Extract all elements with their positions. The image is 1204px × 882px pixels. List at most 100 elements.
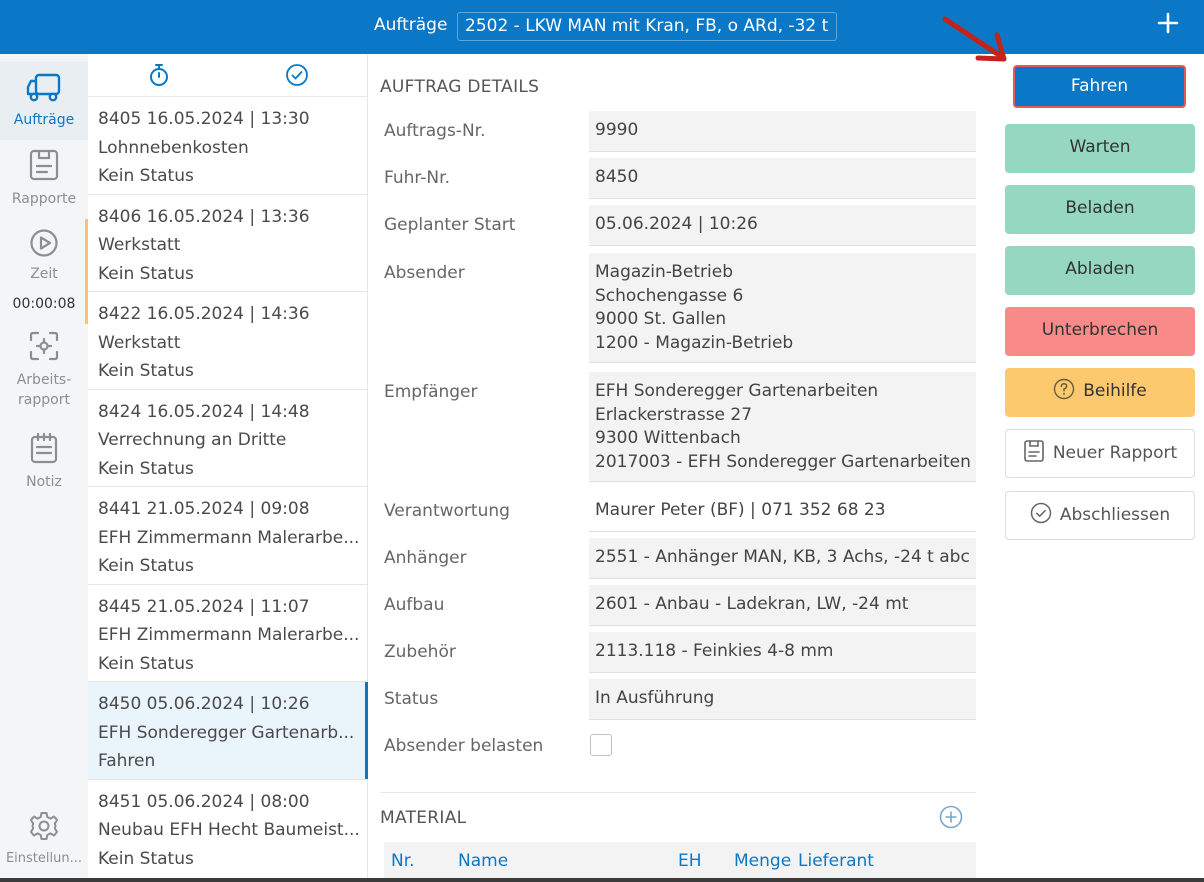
fahren-button[interactable]: Fahren — [1013, 65, 1186, 108]
unterbrechen-button[interactable]: Unterbrechen — [1005, 307, 1195, 356]
list-item-title: Neubau EFH Hecht Baumeist... — [98, 820, 360, 840]
field-value[interactable]: 8450 — [589, 158, 976, 199]
sidebar-item-label: Rapporte — [11, 191, 77, 207]
list-item-status: Kein Status — [98, 361, 194, 381]
list-item-status: Kein Status — [98, 458, 194, 479]
field-label: Fuhr-Nr. — [384, 168, 450, 188]
field-value[interactable]: 2113.118 - Feinkies 4-8 mm — [589, 632, 976, 673]
top-bar: Aufträge 2502 - LKW MAN mit Kran, FB, o … — [0, 0, 1204, 54]
field-label: Verantwortung — [384, 501, 510, 521]
stopwatch-icon[interactable] — [148, 63, 170, 87]
field-verantwortung: Verantwortung Maurer Peter (BF) | 071 35… — [368, 491, 976, 532]
field-status: Status In Ausführung — [368, 679, 976, 720]
sidebar-item-notiz[interactable]: Notiz — [0, 432, 88, 496]
list-item[interactable]: 8441 21.05.2024 | 09:08 EFH Zimmermann M… — [88, 487, 367, 585]
plus-icon[interactable] — [1155, 9, 1181, 41]
timer-value: 00:00:08 — [12, 296, 76, 312]
list-item-status: Kein Status — [98, 556, 194, 576]
sidebar: Aufträge Rapporte Zeit 00:00:08 Arbeits-… — [0, 54, 88, 882]
list-item[interactable]: 8451 05.06.2024 | 08:00 Neubau EFH Hecht… — [88, 780, 367, 878]
abladen-button[interactable]: Abladen — [1005, 246, 1195, 295]
field-value[interactable]: 9990 — [589, 111, 976, 152]
beihilfe-button[interactable]: Beihilfe — [1005, 368, 1195, 417]
list-item-header: 8422 16.05.2024 | 14:36 — [98, 304, 310, 324]
list-item-header: 8445 21.05.2024 | 11:07 — [98, 596, 310, 617]
column-header: Lieferant — [798, 851, 874, 871]
check-circle-icon — [1030, 502, 1052, 524]
address-line: 9300 Wittenbach — [595, 428, 741, 449]
field-value[interactable]: In Ausführung — [589, 679, 976, 720]
list-item[interactable]: 8424 16.05.2024 | 14:48 Verrechnung an D… — [88, 390, 367, 487]
page-title: Aufträge — [374, 15, 448, 35]
field-zubehoer: Zubehör 2113.118 - Feinkies 4-8 mm — [368, 632, 976, 673]
scan-icon — [29, 331, 59, 361]
address-line: 9000 St. Gallen — [595, 309, 727, 330]
column-header: Name — [458, 851, 509, 871]
list-item[interactable]: 8445 21.05.2024 | 11:07 EFH Zimmermann M… — [88, 585, 367, 682]
order-details: AUFTRAG DETAILS Auftrags-Nr. 9990 Fuhr-N… — [368, 54, 996, 878]
list-item-title: EFH Sonderegger Gartenarb... — [98, 722, 355, 743]
order-list: 8405 16.05.2024 | 13:30 Lohnnebenkosten … — [85, 54, 368, 878]
truck-icon — [26, 73, 61, 102]
address-line: Erlackerstrasse 27 — [595, 404, 753, 425]
field-label: Auftrags-Nr. — [384, 121, 486, 141]
absender-belasten-checkbox[interactable] — [590, 734, 612, 756]
vehicle-selector[interactable]: 2502 - LKW MAN mit Kran, FB, o ARd, -32 … — [457, 12, 837, 41]
annotation-arrow-icon — [942, 16, 1007, 62]
abschliessen-button[interactable]: Abschliessen — [1005, 491, 1195, 540]
sidebar-item-rapporte[interactable]: Rapporte — [0, 149, 88, 219]
field-label: Absender belasten — [384, 736, 544, 756]
list-item-title: Verrechnung an Dritte — [98, 430, 287, 450]
list-item[interactable]: 8422 16.05.2024 | 14:36 Werkstatt Kein S… — [88, 292, 367, 390]
sidebar-item-zeit[interactable]: Zeit — [0, 228, 88, 288]
address-line: 1200 - Magazin-Betrieb — [595, 333, 794, 354]
list-item-title: Lohnnebenkosten — [98, 137, 249, 158]
list-item[interactable]: 8405 16.05.2024 | 13:30 Lohnnebenkosten … — [88, 97, 367, 195]
sidebar-item-auftraege[interactable]: Aufträge — [0, 62, 88, 140]
check-circle-icon[interactable] — [285, 63, 309, 87]
sidebar-item-label: Arbeits- rapport — [16, 372, 72, 408]
sidebar-item-label: Aufträge — [13, 112, 75, 128]
list-item-header: 8450 05.06.2024 | 10:26 — [98, 694, 310, 714]
neuer-rapport-button[interactable]: Neuer Rapport — [1005, 429, 1195, 478]
field-absender: Absender Magazin-Betrieb Schochengasse 6… — [368, 253, 976, 363]
field-value[interactable]: 2551 - Anhänger MAN, KB, 3 Achs, -24 t a… — [589, 538, 976, 579]
sidebar-item-einstellungen[interactable]: Einstellun... — [0, 810, 88, 874]
warten-button[interactable]: Warten — [1005, 124, 1195, 173]
field-value[interactable]: 2601 - Anbau - Ladekran, LW, -24 mt — [589, 585, 976, 626]
list-item-title: Werkstatt — [98, 332, 181, 353]
column-header: EH — [678, 851, 702, 871]
field-value[interactable]: Maurer Peter (BF) | 071 352 68 23 — [589, 491, 976, 532]
divider — [380, 792, 976, 793]
column-header: Menge — [734, 851, 792, 871]
address-line: Magazin-Betrieb — [595, 262, 733, 282]
list-item[interactable]: 8406 16.05.2024 | 13:36 Werkstatt Kein S… — [85, 195, 367, 323]
field-anhaenger: Anhänger 2551 - Anhänger MAN, KB, 3 Achs… — [368, 538, 976, 579]
field-label: Zubehör — [384, 642, 456, 662]
list-item-status: Kein Status — [98, 653, 194, 674]
field-value[interactable]: 05.06.2024 | 10:26 — [589, 205, 976, 246]
sidebar-item-label: Zeit — [30, 266, 58, 282]
list-item-status: Fahren — [98, 751, 156, 771]
list-item-selected[interactable]: 8450 05.06.2024 | 10:26 EFH Sonderegger … — [88, 682, 368, 780]
list-item-status: Kein Status — [98, 263, 194, 284]
field-label: Status — [384, 689, 439, 709]
field-value[interactable]: Magazin-Betrieb Schochengasse 6 9000 St.… — [589, 253, 976, 363]
gear-icon — [30, 812, 58, 840]
button-label: Beihilfe — [1083, 381, 1147, 401]
report-icon — [29, 149, 59, 181]
material-section-title: MATERIAL — [380, 808, 467, 828]
list-item-header: 8441 21.05.2024 | 09:08 — [98, 499, 310, 519]
help-icon — [1054, 378, 1075, 400]
notepad-icon — [30, 432, 58, 464]
add-material-icon[interactable] — [939, 805, 963, 829]
field-absender-belasten: Absender belasten — [368, 729, 976, 763]
field-label: Anhänger — [384, 548, 467, 568]
beladen-button[interactable]: Beladen — [1005, 185, 1195, 234]
field-value[interactable]: EFH Sonderegger Gartenarbeiten Erlackers… — [589, 372, 976, 482]
field-empfaenger: Empfänger EFH Sonderegger Gartenarbeiten… — [368, 372, 976, 482]
button-label: Abschliessen — [1059, 505, 1171, 525]
address-line: EFH Sonderegger Gartenarbeiten — [595, 381, 879, 401]
sidebar-item-arbeitsrapport[interactable]: Arbeits- rapport — [0, 330, 88, 416]
material-table-header: Nr. Name EH Menge Lieferant — [384, 842, 976, 878]
